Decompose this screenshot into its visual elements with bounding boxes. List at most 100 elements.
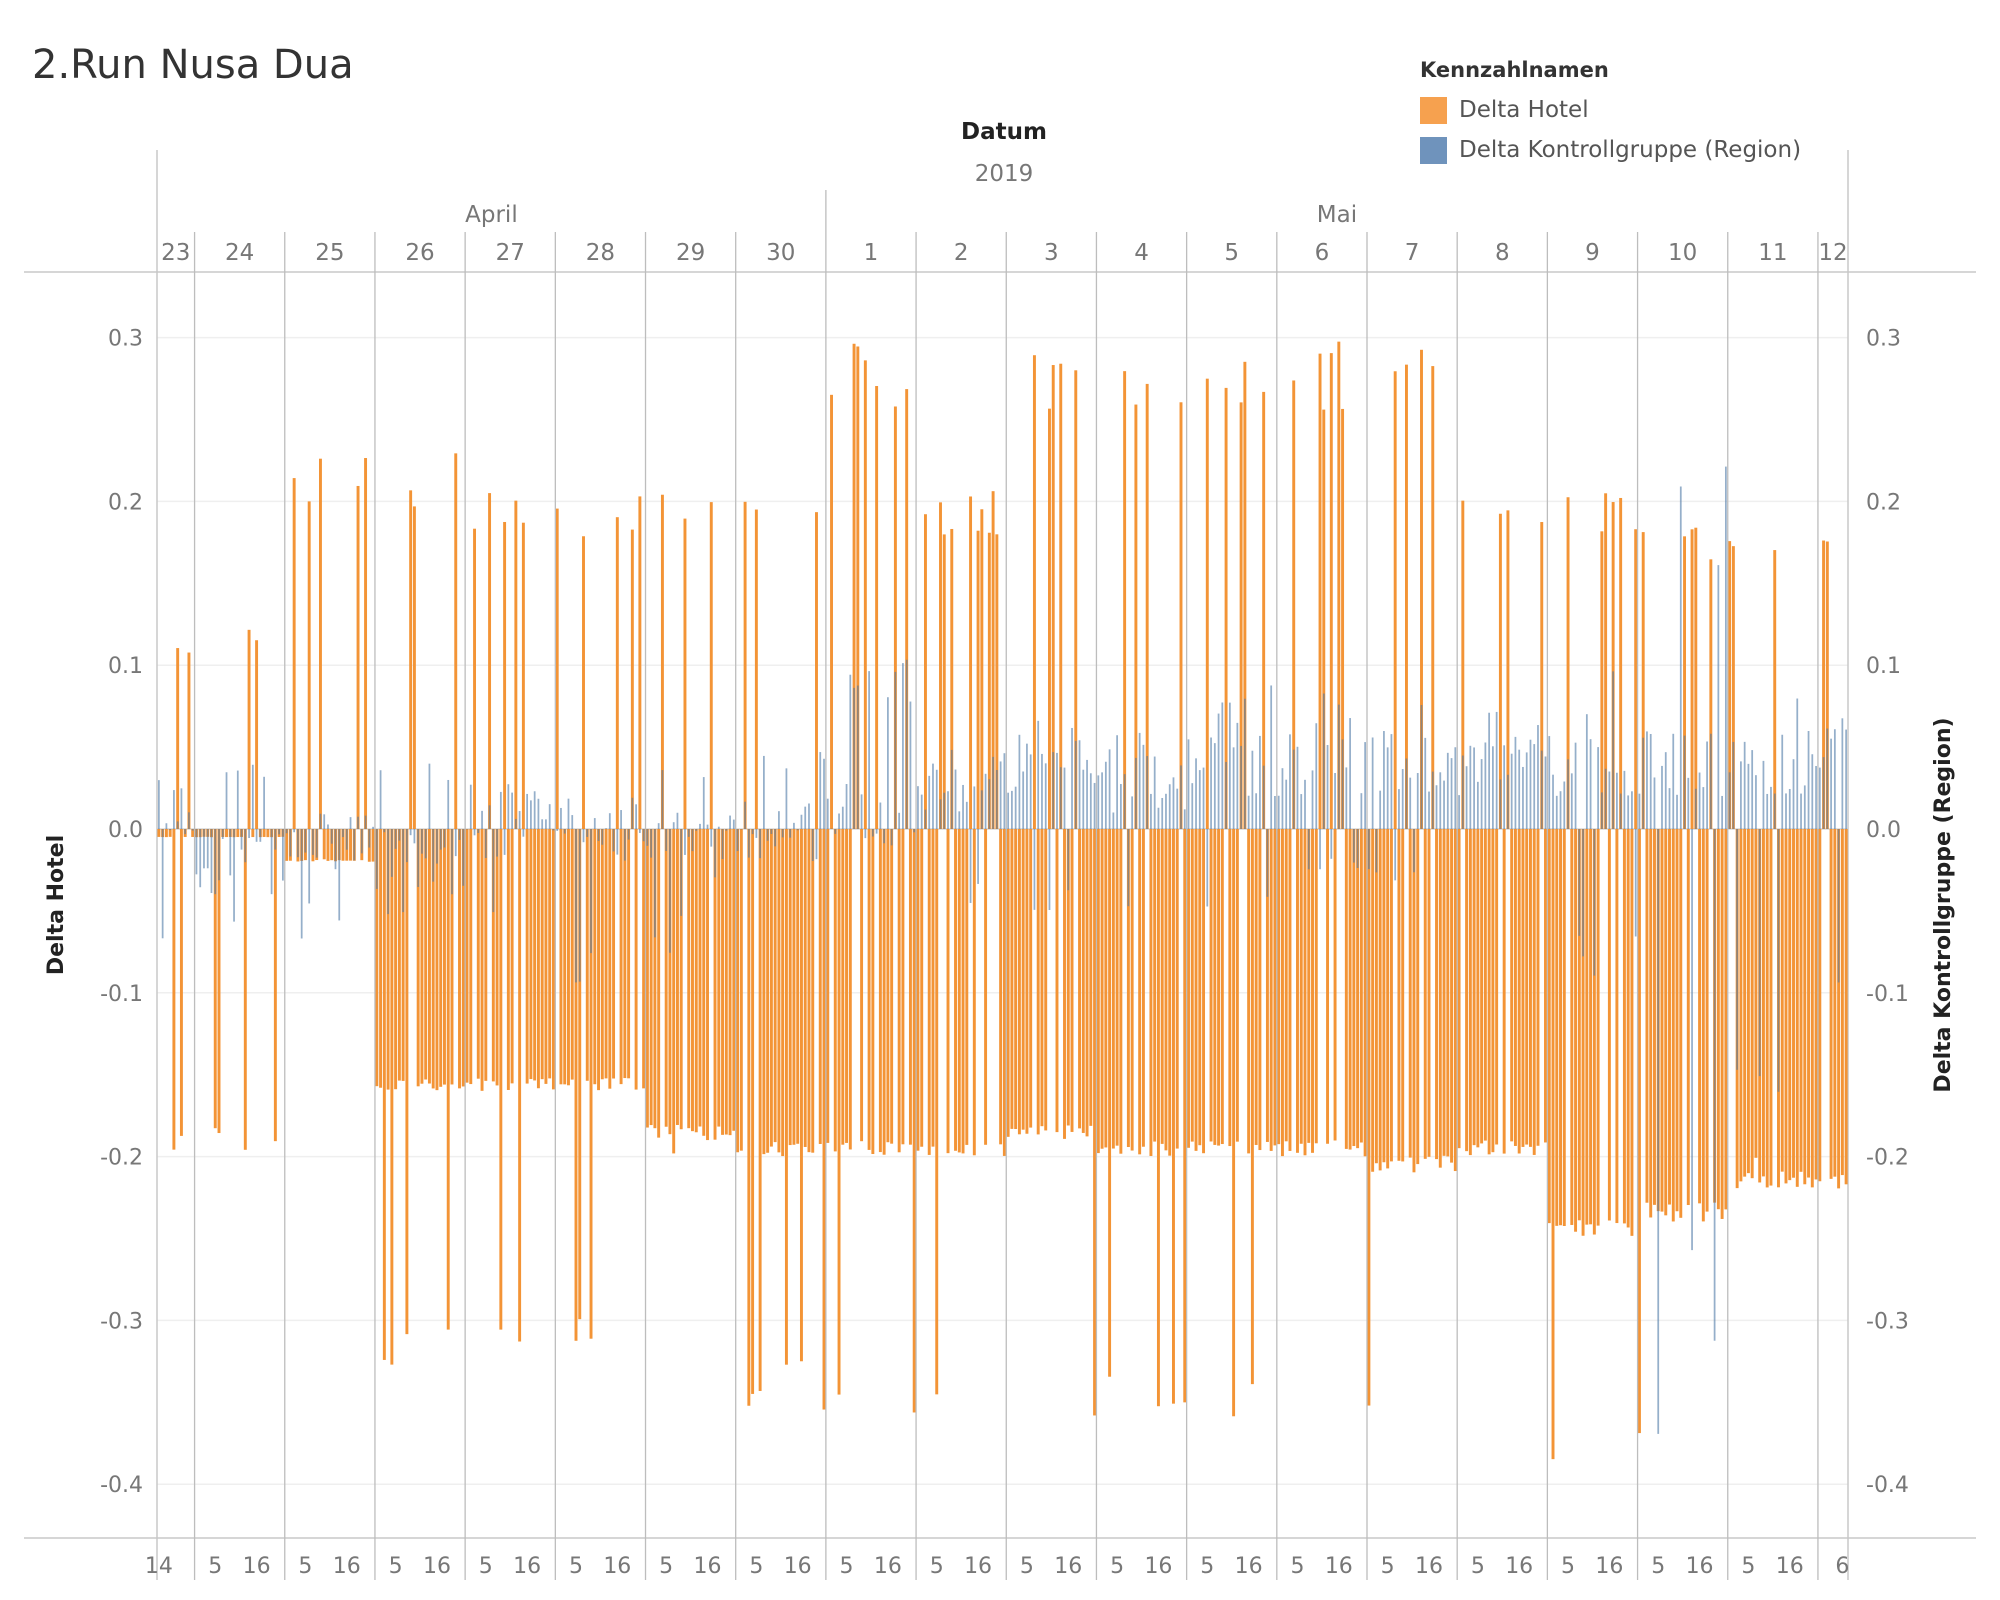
bar-delta-kontrollgruppe	[244, 829, 247, 863]
bar-delta-hotel	[307, 501, 311, 829]
bar-delta-hotel	[961, 829, 965, 1154]
chart-title: 2.Run Nusa Dua	[32, 42, 354, 88]
bar-delta-kontrollgruppe	[1431, 771, 1434, 829]
bar-delta-kontrollgruppe	[165, 823, 168, 829]
bar-delta-kontrollgruppe	[233, 829, 235, 922]
bar-delta-kontrollgruppe	[680, 829, 683, 916]
bar-delta-kontrollgruppe	[315, 829, 318, 858]
y-tick-label-left: 0.3	[108, 327, 143, 352]
bar-delta-kontrollgruppe	[1292, 749, 1295, 829]
bar-delta-kontrollgruppe	[1732, 741, 1735, 829]
bar-delta-kontrollgruppe	[1514, 736, 1517, 829]
legend-item-delta-hotel[interactable]: Delta Hotel	[1420, 90, 1801, 130]
bar-delta-kontrollgruppe	[1694, 788, 1697, 829]
bar-delta-kontrollgruppe	[1826, 728, 1829, 829]
bar-delta-hotel	[1761, 829, 1765, 1177]
bar-delta-kontrollgruppe	[1574, 742, 1577, 829]
bar-delta-kontrollgruppe	[327, 824, 329, 829]
bar-delta-kontrollgruppe	[308, 829, 311, 904]
y-tick-label-right: -0.3	[1866, 1309, 1909, 1334]
bar-delta-hotel	[1803, 829, 1807, 1185]
month-label-april: April	[465, 202, 518, 228]
day-label: 4	[1134, 240, 1149, 266]
bar-delta-kontrollgruppe	[1758, 829, 1761, 1077]
bar-delta-hotel	[1352, 829, 1356, 1147]
bar-delta-hotel	[563, 829, 567, 1085]
bar-delta-hotel	[1032, 355, 1036, 829]
bar-delta-hotel	[1363, 829, 1367, 1157]
y-tick-label-left: -0.4	[100, 1473, 143, 1498]
bar-delta-kontrollgruppe	[1616, 772, 1618, 829]
bar-delta-kontrollgruppe	[398, 829, 401, 841]
day-label: 10	[1668, 240, 1697, 266]
bar-delta-kontrollgruppe	[1311, 770, 1314, 829]
bar-delta-hotel	[1457, 829, 1461, 1149]
legend-item-delta-kontrollgruppe[interactable]: Delta Kontrollgruppe (Region)	[1420, 130, 1801, 170]
bar-delta-kontrollgruppe	[590, 829, 592, 954]
bar-delta-hotel	[1532, 829, 1536, 1155]
bar-delta-hotel	[1089, 829, 1093, 1126]
bar-delta-kontrollgruppe	[1056, 752, 1058, 829]
bar-delta-kontrollgruppe	[623, 829, 626, 861]
bar-delta-kontrollgruppe	[823, 758, 825, 829]
bar-delta-hotel	[1292, 380, 1296, 829]
bar-delta-hotel	[608, 829, 612, 1089]
bar-delta-hotel	[484, 829, 488, 1081]
bar-delta-kontrollgruppe	[1161, 797, 1164, 829]
bar-delta-hotel	[1480, 829, 1484, 1144]
bar-delta-kontrollgruppe	[725, 829, 728, 831]
bar-delta-kontrollgruppe	[999, 761, 1002, 829]
bar-delta-hotel	[736, 829, 740, 1153]
bar-delta-hotel	[1247, 829, 1251, 1154]
bar-delta-hotel	[615, 517, 619, 829]
bar-delta-hotel	[1262, 391, 1266, 829]
bar-delta-hotel	[1653, 829, 1656, 1205]
bar-delta-hotel	[1705, 829, 1709, 1212]
bar-delta-hotel	[529, 829, 533, 1080]
bar-delta-hotel	[1544, 829, 1547, 1143]
bar-delta-hotel	[1799, 829, 1803, 1172]
bar-delta-kontrollgruppe	[1476, 781, 1479, 829]
bar-delta-kontrollgruppe	[225, 772, 228, 829]
bar-delta-kontrollgruppe	[248, 829, 250, 839]
bar-delta-kontrollgruppe	[1108, 749, 1111, 829]
bar-delta-kontrollgruppe	[1093, 782, 1096, 829]
bar-delta-kontrollgruppe	[962, 784, 964, 829]
bar-delta-kontrollgruppe	[1709, 733, 1712, 829]
bar-delta-hotel	[1461, 500, 1465, 829]
bar-delta-kontrollgruppe	[1439, 772, 1442, 829]
bar-delta-hotel	[476, 829, 480, 1079]
bar-delta-kontrollgruppe	[1138, 732, 1141, 829]
bar-delta-kontrollgruppe	[1371, 737, 1374, 829]
bar-delta-kontrollgruppe	[819, 752, 822, 829]
bar-delta-kontrollgruppe	[1236, 722, 1239, 829]
bar-delta-hotel	[1585, 829, 1589, 1225]
bar-delta-kontrollgruppe	[1631, 791, 1633, 829]
bar-delta-hotel	[1187, 829, 1190, 1148]
bar-delta-kontrollgruppe	[1585, 714, 1588, 829]
bar-delta-kontrollgruppe	[251, 764, 254, 829]
bar-delta-kontrollgruppe	[950, 749, 953, 829]
bar-delta-hotel	[491, 829, 495, 1082]
bar-delta-kontrollgruppe	[1488, 712, 1491, 829]
bar-delta-kontrollgruppe	[1059, 767, 1062, 829]
bar-delta-kontrollgruppe	[1191, 783, 1194, 829]
bar-delta-kontrollgruppe	[605, 828, 607, 829]
bar-delta-hotel	[1483, 829, 1487, 1141]
hour-tick-label: 5	[1561, 1554, 1575, 1579]
bar-delta-kontrollgruppe	[1567, 759, 1569, 829]
bar-delta-kontrollgruppe	[488, 805, 491, 829]
bar-delta-hotel	[852, 343, 856, 829]
bar-delta-hotel	[551, 829, 555, 1090]
bar-delta-kontrollgruppe	[1424, 737, 1427, 829]
bar-delta-hotel	[1513, 829, 1517, 1146]
bar-delta-kontrollgruppe	[1589, 739, 1592, 829]
bar-delta-hotel	[1070, 829, 1074, 1132]
bar-delta-hotel	[536, 829, 540, 1089]
bar-delta-kontrollgruppe	[409, 829, 412, 836]
bar-delta-hotel	[255, 640, 259, 829]
bar-delta-kontrollgruppe	[1003, 753, 1006, 829]
bar-delta-hotel	[349, 829, 352, 861]
bar-delta-kontrollgruppe	[1014, 786, 1017, 829]
bar-delta-hotel	[1141, 829, 1145, 1147]
